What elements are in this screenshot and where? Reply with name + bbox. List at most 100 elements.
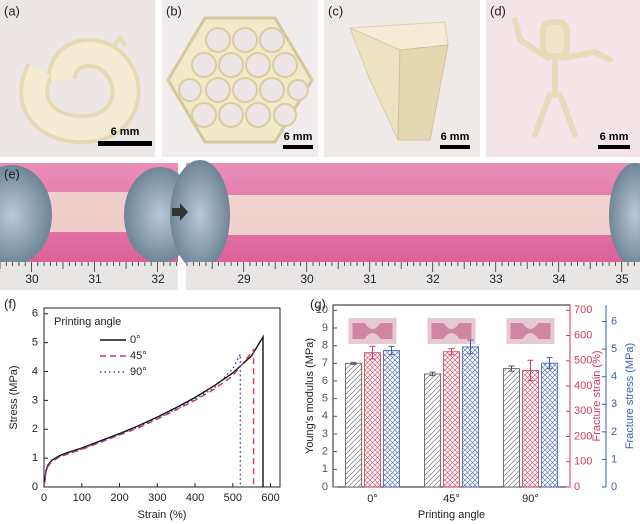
- panel-label: (b): [166, 3, 182, 18]
- photo-e: 30 31 32 29 30 31 32 33 34 35 (e): [0, 160, 640, 290]
- x-tick-label: 0: [41, 492, 47, 504]
- x-tick-label: 0°: [367, 493, 378, 505]
- bar: [424, 373, 441, 488]
- bar: [503, 368, 520, 488]
- y-tick-label: 6: [32, 308, 38, 320]
- panel-label: (g): [310, 296, 326, 311]
- x-tick-label: 300: [148, 492, 166, 504]
- error-bar: [388, 345, 395, 356]
- error-bar: [369, 345, 376, 360]
- panel-label: (f): [4, 296, 16, 311]
- legend-label: 0°: [130, 334, 141, 346]
- bar: [462, 346, 479, 488]
- photo-d: (d) 6 mm: [486, 0, 640, 157]
- inset-specimen: [431, 323, 472, 339]
- error-bar: [350, 361, 357, 365]
- axis-label: Fracture stress (MPa): [624, 343, 636, 449]
- ruler-label: 29: [237, 272, 251, 286]
- y-tick-label: 4: [322, 410, 328, 422]
- x-tick-label: 500: [224, 492, 242, 504]
- x-axis-label: Strain (%): [138, 509, 187, 521]
- y-tick-label: 1: [322, 463, 328, 475]
- y3-tick-label: 0: [611, 481, 617, 493]
- y-tick-label: 2: [32, 423, 38, 435]
- plot-frame: [43, 307, 281, 488]
- scale-bar-label: 6 mm: [111, 126, 140, 138]
- y-tick-label: 0: [32, 481, 38, 493]
- x-tick-label: 100: [73, 492, 91, 504]
- ruler-label: 31: [363, 272, 377, 286]
- x-tick-label: 45°: [443, 493, 460, 505]
- y3-tick-label: 4: [611, 371, 617, 383]
- x-tick-label: 400: [186, 492, 204, 504]
- error-bar: [467, 339, 474, 355]
- bar: [541, 362, 558, 488]
- bar: [443, 351, 460, 488]
- y-tick-label: 0: [322, 481, 328, 493]
- bar: [345, 362, 362, 488]
- ruler-label: 30: [300, 272, 314, 286]
- ruler-label: 32: [426, 272, 440, 286]
- y2-tick-label: 400: [574, 380, 592, 392]
- series-line: [43, 334, 264, 488]
- axis-label: Young's modulus (MPa): [304, 338, 316, 454]
- error-bar: [508, 365, 515, 372]
- ruler: 30 31 32 29 30 31 32 33 34 35: [0, 262, 635, 286]
- inset-specimen: [510, 323, 551, 339]
- series-line: [43, 347, 255, 488]
- x-tick-label: 90°: [522, 493, 539, 505]
- legend-label: 90°: [130, 366, 147, 378]
- ruler-label: 33: [489, 272, 503, 286]
- inset-specimen: [352, 323, 393, 339]
- bar: [364, 352, 381, 488]
- y-tick-label: 5: [322, 393, 328, 405]
- y2-tick-label: 100: [574, 456, 592, 468]
- y-tick-label: 1: [32, 452, 38, 464]
- error-bar: [546, 357, 553, 370]
- x-tick-label: 600: [261, 492, 279, 504]
- y2-tick-label: 500: [574, 355, 592, 367]
- y3-tick-label: 6: [611, 315, 617, 327]
- y2-tick-label: 600: [574, 329, 592, 341]
- ruler-label: 31: [88, 272, 102, 286]
- scale-bar-label: 6 mm: [284, 131, 313, 143]
- y-tick-label: 5: [32, 337, 38, 349]
- bar: [522, 369, 539, 488]
- y-tick-label: 9: [322, 322, 328, 334]
- panel-label: (c): [328, 3, 343, 18]
- y-tick-label: 7: [322, 357, 328, 369]
- y-tick-label: 2: [322, 446, 328, 458]
- y-tick-label: 3: [322, 428, 328, 440]
- y2-tick-label: 300: [574, 405, 592, 417]
- y-tick-label: 6: [322, 375, 328, 387]
- scale-bar-label: 6 mm: [441, 131, 470, 143]
- y2-tick-label: 0: [574, 481, 580, 493]
- y-tick-label: 3: [32, 394, 38, 406]
- scale-bar-label: 6 mm: [600, 131, 629, 143]
- y-tick-label: 10: [316, 304, 328, 316]
- photo-c: (c) 6 mm: [324, 0, 480, 157]
- axis-label: Fracture strain (%): [591, 350, 603, 441]
- error-bar: [429, 371, 436, 377]
- photo-b: (b) 6 mm: [162, 0, 318, 157]
- photo-a: (a) 6 mm: [0, 0, 155, 157]
- y3-tick-label: 2: [611, 426, 617, 438]
- ruler-label: 35: [615, 272, 629, 286]
- panel-label: (e): [4, 166, 20, 181]
- error-bar: [527, 359, 534, 381]
- x-axis-label: Printing angle: [418, 509, 485, 521]
- ruler-label: 32: [151, 272, 165, 286]
- y-axis-label: Stress (MPa): [8, 365, 20, 429]
- y3-tick-label: 3: [611, 398, 617, 410]
- bar: [383, 350, 400, 488]
- panel-label: (a): [4, 3, 20, 18]
- error-bar: [448, 348, 455, 356]
- legend-title: Printing angle: [54, 316, 121, 328]
- ruler-label: 34: [552, 272, 566, 286]
- legend-label: 45°: [130, 350, 147, 362]
- panel-label: (d): [490, 3, 506, 18]
- y2-tick-label: 700: [574, 304, 592, 316]
- ruler-label: 30: [25, 272, 39, 286]
- y-tick-label: 4: [32, 365, 38, 377]
